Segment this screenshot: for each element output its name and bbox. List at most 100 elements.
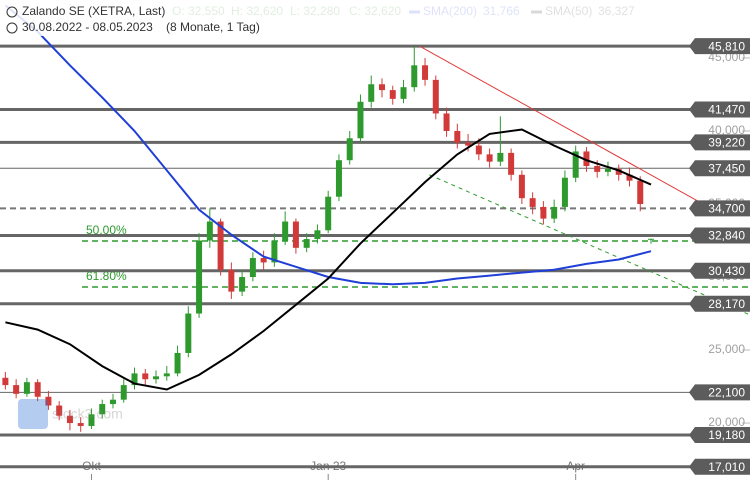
sma-line xyxy=(4,4,652,286)
watermark: stock3.com xyxy=(18,399,123,429)
candle-body xyxy=(518,174,525,199)
candle-body xyxy=(45,396,52,406)
level-label: 45,810 xyxy=(708,39,745,53)
level-box xyxy=(689,458,750,475)
candle-body xyxy=(34,382,41,397)
period: 30.08.2022 - 08.05.2023 xyxy=(22,20,153,34)
candle-body xyxy=(206,221,213,241)
level-box xyxy=(689,427,750,444)
candle-body xyxy=(13,385,20,394)
candle-body xyxy=(422,65,429,80)
candle-body xyxy=(131,373,138,386)
candle-body xyxy=(196,240,203,314)
y-tick-label: 25,000 xyxy=(708,342,745,356)
candle-body xyxy=(282,221,289,241)
trend-line xyxy=(429,174,750,316)
candle-body xyxy=(77,423,84,426)
candle-body xyxy=(303,239,310,248)
level-box xyxy=(689,384,750,401)
y-tick-label: 40,000 xyxy=(708,123,745,137)
level-label: 34,700 xyxy=(708,202,745,216)
candle-body xyxy=(239,277,246,292)
level-label: 28,170 xyxy=(708,297,745,311)
level-box xyxy=(689,262,750,279)
candle-body xyxy=(604,168,611,172)
level-box xyxy=(689,101,750,118)
watermark-logo xyxy=(18,399,48,429)
candle-body xyxy=(615,168,622,175)
candle-body xyxy=(271,240,278,263)
candle-body xyxy=(66,415,73,424)
candle-body xyxy=(465,142,472,146)
candle-body xyxy=(325,196,332,231)
candle-body xyxy=(475,145,482,155)
level-label: 39,220 xyxy=(708,136,745,150)
level-label: 30,430 xyxy=(708,264,745,278)
candle-body xyxy=(626,174,633,181)
candle-body xyxy=(99,404,106,415)
level-box xyxy=(689,200,750,217)
candle-body xyxy=(497,152,504,162)
candle-body xyxy=(88,414,95,426)
level-box xyxy=(689,134,750,151)
candle-body xyxy=(551,206,558,219)
fib-label: 61.80% xyxy=(86,269,127,283)
candle-body xyxy=(163,373,170,377)
header-icon xyxy=(6,6,18,18)
y-tick-label: 20,000 xyxy=(708,415,745,429)
candle-body xyxy=(508,152,515,175)
level-label: 19,180 xyxy=(708,428,745,442)
header-background xyxy=(0,0,750,36)
candle-body xyxy=(594,166,601,172)
candle-body xyxy=(378,84,385,91)
trend-line xyxy=(419,45,701,203)
candle-body xyxy=(292,221,299,248)
candle-body xyxy=(637,180,644,205)
level-label: 37,450 xyxy=(708,161,745,175)
level-label: 41,470 xyxy=(708,103,745,117)
level-label: 17,010 xyxy=(708,460,745,474)
level-box xyxy=(689,160,750,177)
candle-body xyxy=(335,160,342,197)
candle-body xyxy=(454,130,461,143)
candle-body xyxy=(561,177,568,207)
candle-body xyxy=(260,258,267,263)
chart-background: 45,00040,00035,00030,00025,00020,000OktJ… xyxy=(0,4,750,480)
candle-body xyxy=(389,90,396,99)
candle-body xyxy=(529,198,536,207)
candle-body xyxy=(228,269,235,292)
candle-body xyxy=(142,373,149,380)
watermark-text: stock3.com xyxy=(52,406,123,422)
candle-body xyxy=(314,230,321,240)
candle-body xyxy=(23,382,30,394)
sma-line xyxy=(5,128,652,391)
candle-body xyxy=(153,376,160,380)
level-label: 32,840 xyxy=(708,229,745,243)
level-box xyxy=(689,295,750,312)
candle-body xyxy=(217,221,224,270)
candle-body xyxy=(368,84,375,102)
candle-body xyxy=(648,238,655,240)
candle-body xyxy=(120,385,127,400)
candle-body xyxy=(411,65,418,88)
level-label: 22,100 xyxy=(708,386,745,400)
candle-body xyxy=(56,405,63,416)
candle-body xyxy=(357,101,364,139)
candle-body xyxy=(400,87,407,99)
candle-body xyxy=(583,151,590,167)
level-box xyxy=(689,38,750,55)
candle-body xyxy=(109,399,116,405)
candle-body xyxy=(486,154,493,162)
candle-body xyxy=(540,206,547,219)
candle-body xyxy=(249,258,256,278)
candle-body xyxy=(346,138,353,161)
candle-body xyxy=(443,113,450,131)
fib-label: 50.00% xyxy=(86,223,127,237)
candle-body xyxy=(2,377,9,386)
candle-body xyxy=(174,352,181,374)
level-box xyxy=(689,227,750,244)
duration: (8 Monate, 1 Tag) xyxy=(166,20,260,34)
candle-body xyxy=(432,79,439,114)
clock-icon xyxy=(6,22,18,34)
